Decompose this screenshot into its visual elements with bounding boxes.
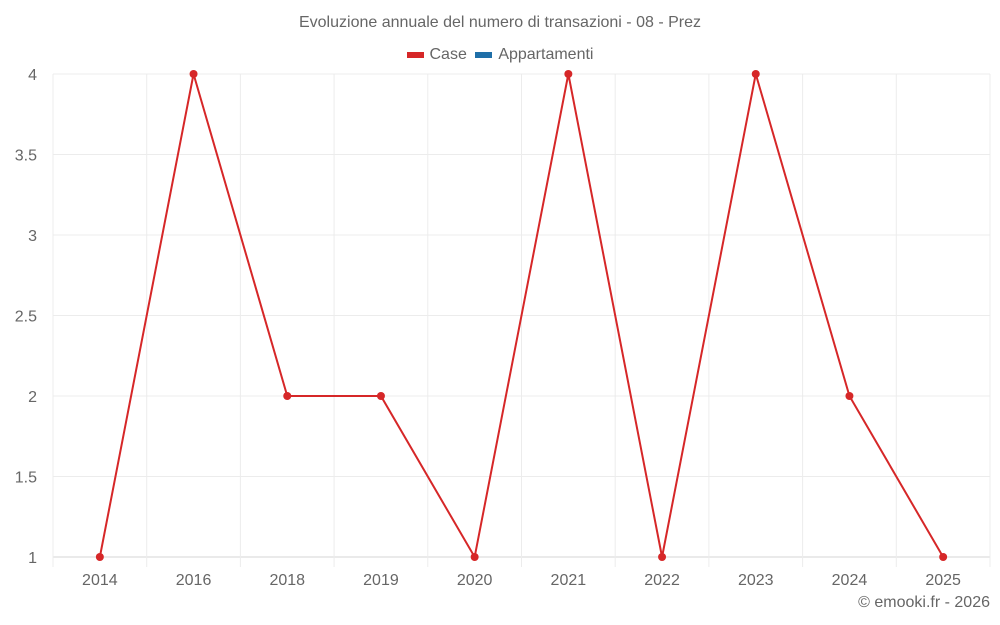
y-tick-label: 1.5 (15, 470, 37, 487)
data-point (95, 553, 104, 561)
x-tick-label: 2024 (832, 572, 868, 589)
x-tick-label: 2018 (269, 572, 305, 589)
x-tick-label: 2019 (363, 572, 399, 589)
data-point (283, 392, 292, 400)
legend-swatch-appartamenti (475, 52, 493, 58)
legend-label-appartamenti: Appartamenti (498, 46, 594, 63)
series-line (98, 73, 945, 560)
legend-item-appartamenti[interactable]: Appartamenti (475, 46, 593, 64)
y-tick-label: 2 (28, 389, 37, 406)
data-point (470, 553, 479, 561)
data-point (376, 392, 385, 400)
legend-item-case[interactable]: Case (406, 46, 467, 64)
data-point (939, 553, 948, 561)
x-tick-label: 2014 (82, 572, 118, 589)
x-tick-label: 2023 (738, 572, 774, 589)
data-point (189, 70, 198, 78)
y-tick-label: 4 (28, 67, 37, 84)
copyright-footer: © emooki.fr - 2026 (858, 594, 990, 611)
x-tick-label: 2021 (551, 572, 587, 589)
legend-label-case: Case (429, 46, 467, 63)
y-tick-label: 1 (28, 550, 37, 567)
y-tick-label: 2.5 (15, 309, 37, 326)
data-point (658, 553, 667, 561)
y-tick-label: 3 (28, 228, 37, 245)
x-tick-label: 2025 (925, 572, 961, 589)
data-point (845, 392, 854, 400)
x-tick-label: 2016 (176, 572, 212, 589)
x-tick-label: 2020 (457, 572, 493, 589)
legend-swatch-case (406, 52, 424, 58)
chart-title: Evoluzione annuale del numero di transaz… (298, 14, 701, 31)
y-tick-label: 3.5 (15, 148, 37, 165)
x-tick-label: 2022 (644, 572, 680, 589)
data-point (564, 70, 573, 78)
data-point (751, 70, 760, 78)
legend: Case Appartamenti (0, 45, 1000, 64)
